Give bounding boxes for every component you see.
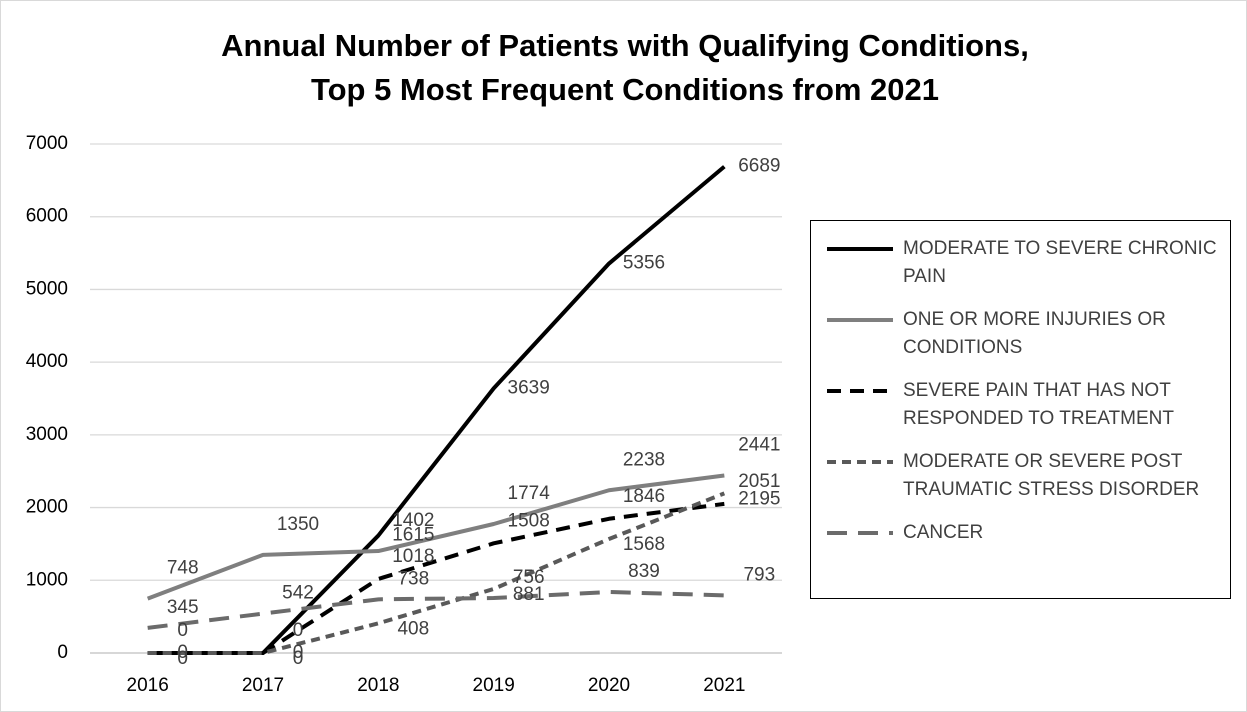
data-label: 793: [743, 564, 775, 585]
data-label: 345: [167, 597, 199, 618]
legend-swatch: [827, 318, 893, 322]
x-tick-label: 2019: [473, 675, 515, 696]
data-label: 0: [293, 648, 304, 669]
legend-label: CANCER: [903, 522, 984, 543]
legend-swatch: [827, 460, 893, 464]
data-label: 1774: [508, 483, 551, 504]
series-line: [146, 473, 725, 601]
data-label: 1350: [277, 514, 319, 535]
series-line: [147, 491, 726, 655]
data-label: 1018: [392, 546, 434, 567]
data-label: 0: [177, 620, 188, 641]
data-label: 839: [628, 561, 660, 582]
y-tick-label: 0: [57, 642, 68, 663]
legend-swatch: [827, 531, 893, 535]
chart-title: Annual Number of Patients with Qualifyin…: [221, 28, 1029, 63]
data-label: 2195: [738, 488, 780, 509]
legend-label: MODERATE TO SEVERE CHRONIC PAIN: [903, 238, 1217, 287]
legend-label: SEVERE PAIN THAT HAS NOT RESPONDED TO TR…: [903, 380, 1174, 429]
data-label: 738: [397, 568, 429, 589]
data-label: 748: [167, 558, 199, 579]
x-tick-label: 2018: [357, 675, 399, 696]
legend-entry: ONE OR MORE INJURIES OR CONDITIONS: [825, 306, 1222, 362]
data-label: 0: [293, 620, 304, 641]
legend-swatch: [827, 389, 893, 393]
legend-entry: MODERATE OR SEVERE POST TRAUMATIC STRESS…: [825, 448, 1222, 504]
y-tick-label: 7000: [26, 133, 68, 154]
legend-entry: CANCER: [825, 519, 1222, 547]
data-label: 6689: [738, 156, 780, 177]
data-label: 5356: [623, 253, 665, 274]
data-label: 1846: [623, 486, 665, 507]
x-tick-label: 2016: [127, 675, 169, 696]
y-tick-label: 2000: [26, 497, 68, 518]
data-label: 1568: [623, 534, 665, 555]
data-label: 2238: [623, 449, 665, 470]
legend-swatch: [827, 247, 893, 251]
legend-entry: MODERATE TO SEVERE CHRONIC PAIN: [825, 235, 1222, 291]
y-tick-label: 3000: [26, 424, 68, 445]
y-tick-label: 1000: [26, 569, 68, 590]
data-label: 1402: [392, 510, 434, 531]
y-tick-label: 5000: [26, 278, 68, 299]
data-label: 1615: [392, 525, 434, 546]
legend-label: ONE OR MORE INJURIES OR CONDITIONS: [903, 309, 1166, 358]
data-label: 0: [177, 642, 188, 663]
x-tick-label: 2017: [242, 675, 284, 696]
data-label: 881: [513, 584, 545, 605]
legend-label: MODERATE OR SEVERE POST TRAUMATIC STRESS…: [903, 451, 1200, 500]
chart-title: Top 5 Most Frequent Conditions from 2021: [311, 72, 939, 107]
data-label: 1508: [508, 510, 550, 531]
data-label: 756: [513, 567, 545, 588]
data-label: 408: [397, 618, 429, 639]
data-label: 2441: [738, 435, 780, 456]
legend-entry: SEVERE PAIN THAT HAS NOT RESPONDED TO TR…: [825, 377, 1222, 433]
data-label: 3639: [508, 377, 550, 398]
y-tick-label: 6000: [26, 206, 68, 227]
x-tick-label: 2021: [703, 675, 745, 696]
data-label: 542: [282, 583, 314, 604]
y-tick-label: 4000: [26, 351, 68, 372]
legend: MODERATE TO SEVERE CHRONIC PAIN ONE OR MO…: [810, 220, 1231, 599]
data-label: 2051: [738, 471, 780, 492]
series-line: [147, 589, 725, 630]
data-label: 0: [293, 642, 304, 663]
data-label: 0: [177, 648, 188, 669]
x-tick-label: 2020: [588, 675, 630, 696]
